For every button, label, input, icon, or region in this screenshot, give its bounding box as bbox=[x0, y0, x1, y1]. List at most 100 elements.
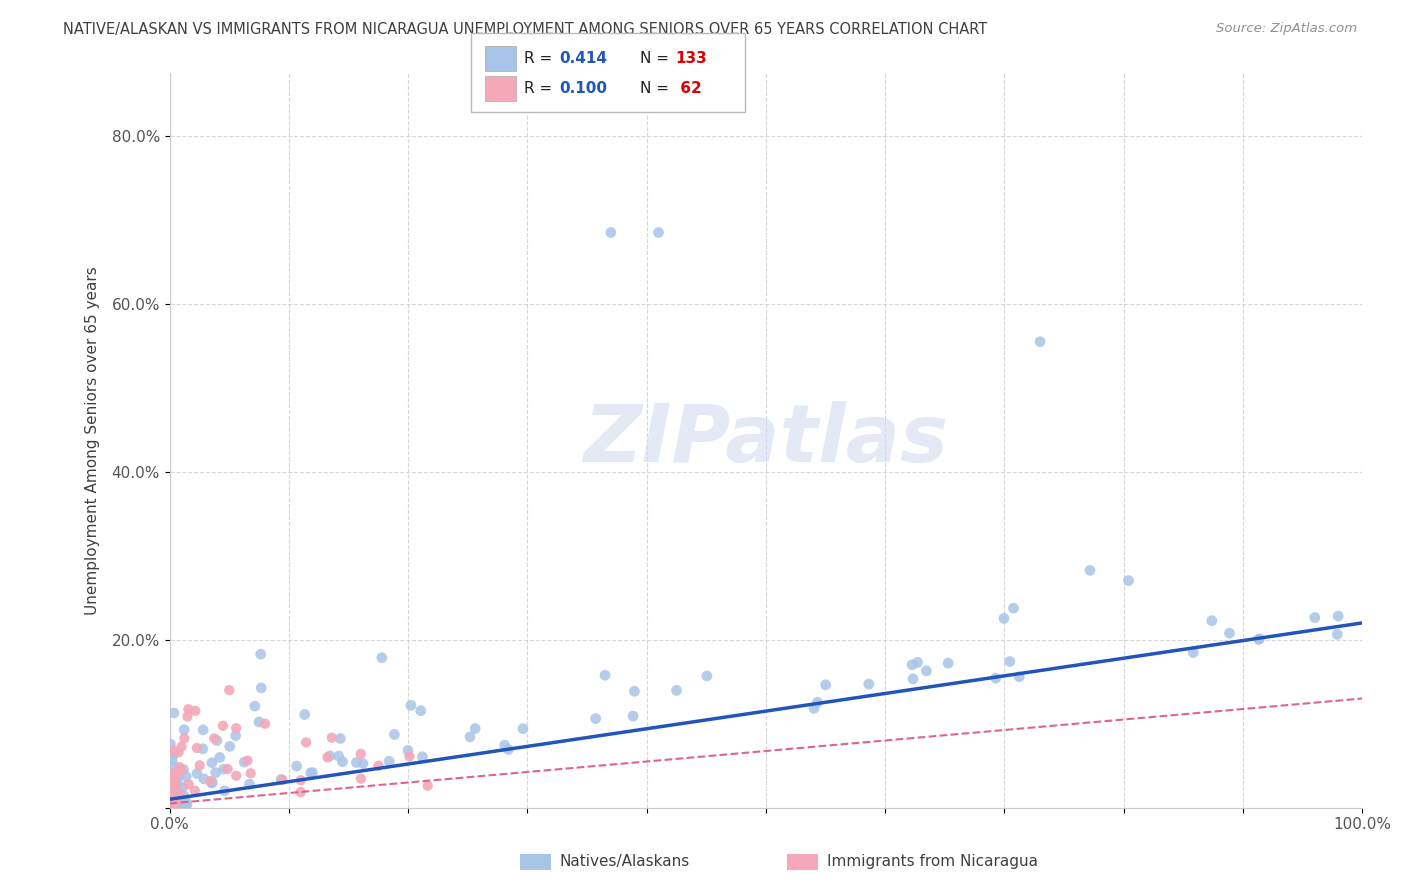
Point bbox=[1249, 632, 1271, 646]
Point bbox=[295, 735, 318, 749]
Point bbox=[162, 778, 184, 792]
Point bbox=[907, 656, 929, 670]
Point bbox=[186, 766, 208, 780]
Point bbox=[163, 747, 186, 761]
Text: Immigrants from Nicaragua: Immigrants from Nicaragua bbox=[827, 855, 1038, 869]
Point bbox=[205, 733, 228, 747]
Point bbox=[160, 766, 183, 780]
Point bbox=[212, 762, 235, 776]
Point bbox=[253, 716, 276, 731]
Point bbox=[160, 792, 183, 806]
Point bbox=[332, 755, 354, 769]
Point bbox=[204, 765, 226, 780]
Text: ZIPatlas: ZIPatlas bbox=[583, 401, 948, 479]
Point bbox=[165, 798, 187, 813]
Point bbox=[202, 731, 225, 746]
Point bbox=[270, 772, 292, 787]
Point bbox=[165, 780, 187, 794]
Point bbox=[169, 760, 191, 774]
Point bbox=[984, 671, 1007, 685]
Point bbox=[494, 738, 516, 752]
Point bbox=[167, 745, 190, 759]
Point bbox=[498, 742, 520, 756]
Point bbox=[165, 774, 187, 789]
Point bbox=[170, 797, 193, 812]
Point bbox=[250, 681, 273, 695]
Point bbox=[167, 797, 190, 811]
Point bbox=[236, 754, 259, 768]
Point bbox=[162, 799, 184, 814]
Point bbox=[316, 750, 339, 764]
Point bbox=[172, 780, 194, 794]
Point bbox=[1327, 609, 1350, 624]
Point bbox=[184, 783, 207, 797]
Point bbox=[225, 729, 247, 743]
Point bbox=[162, 787, 184, 801]
Point bbox=[184, 704, 207, 718]
Point bbox=[159, 766, 181, 780]
Point bbox=[512, 722, 534, 736]
Point bbox=[166, 793, 188, 807]
Point bbox=[163, 778, 186, 792]
Point bbox=[398, 749, 420, 764]
Point bbox=[201, 775, 224, 789]
Point bbox=[1201, 614, 1223, 628]
Point bbox=[243, 699, 266, 714]
Text: 62: 62 bbox=[675, 81, 702, 95]
Point bbox=[160, 753, 183, 767]
Point bbox=[1303, 610, 1326, 624]
Point bbox=[177, 777, 200, 791]
Point bbox=[915, 664, 938, 678]
Point bbox=[271, 772, 294, 787]
Text: Source: ZipAtlas.com: Source: ZipAtlas.com bbox=[1216, 22, 1357, 36]
Point bbox=[301, 765, 323, 780]
Point bbox=[290, 773, 312, 788]
Point bbox=[162, 799, 184, 814]
Point bbox=[208, 750, 231, 764]
Point bbox=[176, 798, 198, 813]
Point bbox=[384, 727, 406, 741]
Point bbox=[173, 789, 195, 804]
Point bbox=[173, 795, 195, 809]
Point bbox=[165, 792, 187, 806]
Point bbox=[901, 657, 924, 672]
Point bbox=[159, 737, 181, 751]
Point bbox=[1029, 334, 1052, 349]
Point bbox=[350, 772, 373, 786]
Point bbox=[162, 787, 184, 801]
Text: NATIVE/ALASKAN VS IMMIGRANTS FROM NICARAGUA UNEMPLOYMENT AMONG SENIORS OVER 65 Y: NATIVE/ALASKAN VS IMMIGRANTS FROM NICARA… bbox=[63, 22, 987, 37]
Point bbox=[328, 749, 350, 764]
Point bbox=[162, 786, 184, 800]
Point bbox=[225, 769, 247, 783]
Point bbox=[696, 669, 718, 683]
Point bbox=[1247, 632, 1270, 647]
Point bbox=[163, 706, 186, 720]
Point bbox=[858, 677, 880, 691]
Point bbox=[172, 792, 194, 806]
Point bbox=[176, 795, 198, 809]
Point bbox=[218, 739, 240, 754]
Point bbox=[585, 712, 607, 726]
Point bbox=[225, 721, 247, 735]
Point bbox=[621, 709, 644, 723]
Point bbox=[193, 772, 215, 786]
Point bbox=[160, 783, 183, 797]
Point bbox=[1182, 646, 1205, 660]
Point bbox=[411, 749, 433, 764]
Point bbox=[166, 788, 188, 802]
Point bbox=[163, 778, 186, 792]
Point bbox=[593, 668, 616, 682]
Point bbox=[160, 789, 183, 804]
Point bbox=[998, 655, 1021, 669]
Point bbox=[177, 702, 200, 716]
Point bbox=[173, 731, 195, 746]
Point bbox=[1118, 574, 1140, 588]
Point bbox=[162, 744, 184, 758]
Point bbox=[162, 789, 184, 803]
Point bbox=[1218, 626, 1240, 640]
Point bbox=[464, 722, 486, 736]
Point bbox=[170, 793, 193, 807]
Point bbox=[665, 683, 688, 698]
Point bbox=[162, 789, 184, 803]
Point bbox=[159, 797, 181, 812]
